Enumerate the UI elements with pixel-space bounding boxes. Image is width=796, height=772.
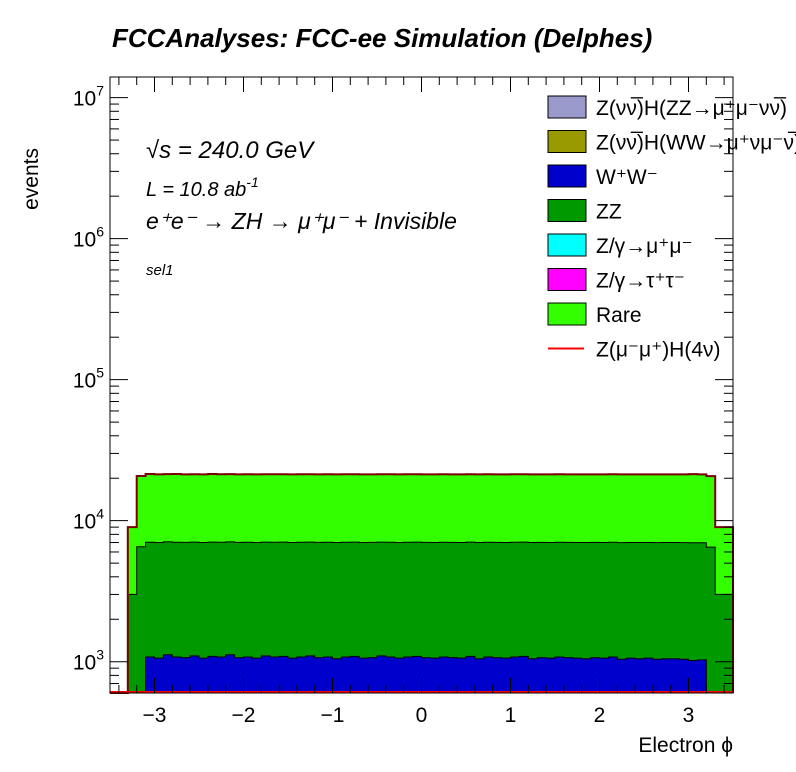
legend-label: W⁺W⁻: [596, 166, 658, 189]
legend-entry: Z(νν̅)H(ZZ→μ⁺μ⁻νν̅): [547, 95, 787, 120]
y-tick-label: 107: [73, 83, 104, 111]
x-tick-label: 3: [683, 704, 695, 727]
x-tick-label: 1: [505, 704, 517, 727]
legend-entry: Z/γ→τ⁺τ⁻: [547, 268, 685, 293]
legend-label: Z/γ→τ⁺τ⁻: [596, 270, 685, 293]
legend-swatch: [547, 302, 587, 326]
legend-entry: ZZ: [547, 199, 622, 224]
legend-swatch: [547, 95, 587, 119]
legend-entry: Rare: [547, 302, 642, 327]
selection-annotation: sel1: [146, 262, 174, 279]
luminosity-annotation: L = 10.8 ab-1: [146, 174, 259, 201]
x-tick-label: 0: [416, 704, 428, 727]
legend-swatch: [547, 233, 587, 257]
y-tick-label: 103: [73, 647, 104, 675]
legend-entry: W⁺W⁻: [547, 164, 658, 189]
legend-label: ZZ: [596, 201, 622, 224]
process-annotation: e⁺e⁻ → ZH → μ⁺μ⁻ + Invisible: [146, 208, 457, 234]
legend-entry: Z(νν̅)H(WW→μ⁺νμ⁻ν̅): [547, 130, 796, 155]
sqrt-s-value: = 240.0 GeV: [171, 137, 315, 164]
legend-swatch: [547, 130, 587, 153]
sqrt-s-annotation: √s = 240.0 GeV: [146, 137, 315, 164]
luminosity-text: L = 10.8 ab: [146, 179, 246, 201]
legend: Z(νν̅)H(ZZ→μ⁺μ⁻νν̅) Z(νν̅)H(WW→μ⁺νμ⁻ν̅) W⁺…: [547, 95, 796, 362]
signal-outline: [110, 472, 734, 694]
x-tick-label: −1: [321, 704, 345, 727]
legend-swatch: [547, 268, 587, 291]
x-axis-label: Electron ϕ: [638, 734, 733, 757]
y-tick-label: 105: [73, 365, 104, 393]
y-axis-ticks: 103 104 105 106 107: [73, 83, 733, 694]
legend-label: Rare: [596, 304, 642, 327]
legend-label: Z(νν̅)H(WW→μ⁺νμ⁻ν̅): [596, 132, 796, 155]
y-tick-label: 104: [73, 506, 104, 534]
stack-zz: [110, 541, 734, 694]
y-tick-label: 106: [73, 224, 104, 252]
legend-label: Z(μ⁻μ⁺)H(4ν): [596, 339, 721, 362]
legend-entry: Z(μ⁻μ⁺)H(4ν): [548, 339, 721, 362]
stack-ww: [110, 654, 733, 694]
x-tick-label: −2: [232, 704, 256, 727]
legend-entry: Z/γ→μ⁺μ⁻: [547, 233, 693, 258]
x-tick-label: −3: [143, 704, 167, 727]
legend-swatch: [547, 164, 587, 188]
chart-title: FCCAnalyses: FCC-ee Simulation (Delphes): [112, 23, 652, 53]
legend-swatch: [547, 199, 587, 222]
legend-label: Z(νν̅)H(ZZ→μ⁺μ⁻νν̅): [596, 97, 787, 120]
legend-label: Z/γ→μ⁺μ⁻: [596, 235, 693, 258]
histogram-stack: [110, 472, 734, 694]
x-axis-ticks: −3 −2 −1 0 1 2 3: [118, 77, 725, 727]
x-tick-label: 2: [594, 704, 606, 727]
sqrt-s-symbol: √s: [146, 137, 171, 164]
luminosity-exponent: -1: [246, 174, 258, 190]
y-axis-label: events: [20, 148, 43, 210]
